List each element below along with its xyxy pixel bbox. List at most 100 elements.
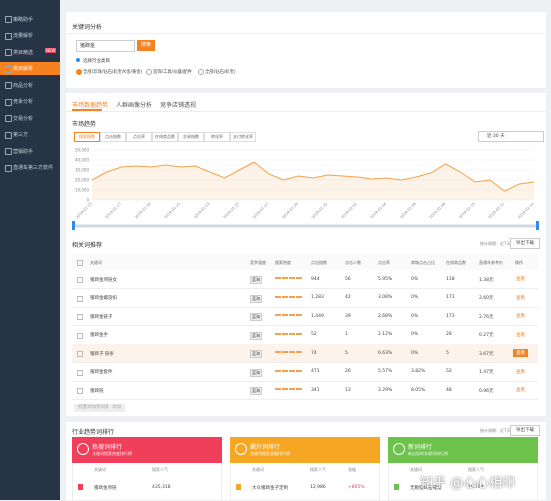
action[interactable]: 查看	[516, 277, 525, 282]
cell: 52	[311, 332, 317, 337]
metric-tab[interactable]: 交易指数	[178, 132, 204, 142]
action[interactable]: 查看	[516, 295, 525, 301]
export-button[interactable]: 导出下载	[510, 238, 540, 249]
cell: 2.12%	[378, 332, 393, 337]
cell: 56	[345, 276, 351, 282]
rank-card-title: 热搜词排行	[92, 444, 123, 451]
menu-item[interactable]: 类目精选	[13, 49, 34, 56]
menu-item[interactable]: 类目解析	[13, 66, 34, 72]
row-divider	[72, 399, 538, 400]
radio-label[interactable]: 全部(珍珠/钻石/彩宝/K金/黄金)	[83, 70, 143, 75]
menu-item[interactable]: 营销助手	[13, 148, 34, 155]
column-header: 点击指数	[311, 260, 327, 265]
level-badge: 蓝海	[250, 387, 262, 395]
bulk-button[interactable]: 添加	[108, 404, 125, 412]
menu-icon	[5, 32, 12, 40]
heat-bar	[296, 369, 302, 372]
rank-card-icon	[393, 443, 405, 455]
metric-tab[interactable]: 点击指数	[100, 132, 126, 142]
menu-icon	[5, 65, 12, 73]
menu-icon	[5, 16, 12, 23]
bulk-button[interactable]: 批量添加到词库	[74, 404, 114, 412]
cell: 28	[446, 332, 452, 337]
tab[interactable]: 市场数据趋势	[72, 102, 109, 109]
heat-bar	[282, 295, 288, 298]
menu-item[interactable]: 交易分析	[13, 115, 34, 122]
action[interactable]: 查看	[516, 332, 525, 338]
checkbox[interactable]	[77, 314, 83, 320]
cell: 猪蹄子 链条	[90, 351, 114, 357]
heat-bar	[296, 351, 302, 353]
level-badge: 蓝海	[250, 294, 262, 303]
cell: 2.68%	[378, 313, 393, 319]
action[interactable]: 查看	[516, 314, 525, 319]
checkbox[interactable]	[77, 351, 83, 357]
checkbox[interactable]	[77, 369, 83, 376]
radio[interactable]	[198, 69, 204, 75]
cell: 猪蹄金链子	[90, 314, 113, 320]
cell: 2.60元	[479, 296, 494, 301]
metric-tab[interactable]: 支付转化率	[230, 132, 256, 142]
menu-item[interactable]: 策略助手	[13, 16, 34, 23]
checkbox[interactable]	[77, 388, 83, 394]
checkbox[interactable]	[77, 332, 83, 339]
metric-tab[interactable]: 在线商品数	[152, 132, 178, 142]
category-label: 选择行业类目	[83, 59, 110, 64]
metric-tab[interactable]: 点击率	[126, 132, 152, 142]
level-badge: 蓝海	[250, 313, 262, 321]
heat-bar	[289, 295, 295, 298]
radio-label[interactable]: 全部(钻石/彩宝)	[205, 70, 236, 75]
section-title: 相关词推荐	[72, 242, 103, 249]
menu-item[interactable]: 第三方	[13, 132, 29, 138]
menu-item[interactable]: 竞争分析	[13, 99, 34, 105]
rank-card-title: 飙升词排行	[250, 444, 281, 451]
rank-cell: 猪蹄金项链	[94, 486, 117, 491]
cell: 6.63%	[378, 350, 393, 356]
cell: 猪蹄链	[90, 388, 104, 394]
checkbox[interactable]	[77, 260, 83, 266]
cell: 48	[446, 387, 452, 393]
cell: 39	[345, 313, 351, 319]
rank-card-icon	[235, 443, 247, 455]
column-header: 在线商品数	[446, 260, 466, 265]
heat-bar	[296, 295, 302, 298]
heat-bar	[282, 388, 288, 390]
menu-item[interactable]: 商品分析	[13, 82, 34, 89]
checkbox[interactable]	[77, 277, 83, 283]
export-button[interactable]: 导出下载	[510, 425, 540, 436]
rank-card-subtitle: 新出现的关键词排行榜	[408, 451, 448, 456]
date-picker[interactable]: 近 30 天	[478, 131, 544, 142]
cell: 猪蹄金项链女	[90, 277, 117, 283]
rank-number	[394, 484, 399, 490]
action[interactable]: 查看	[516, 369, 525, 375]
level-badge: 蓝海	[250, 276, 262, 284]
cell: 3.29%	[378, 387, 393, 393]
cell: 0.27元	[479, 333, 494, 338]
tab-underline	[72, 109, 102, 111]
tab[interactable]: 人群画像分析	[116, 102, 153, 109]
checkbox[interactable]	[77, 295, 83, 302]
cell: 1.47元	[479, 370, 494, 375]
action[interactable]: 查看	[513, 349, 528, 357]
metric-tab[interactable]: 转化率	[204, 132, 230, 142]
cell: 3.82%	[411, 369, 426, 374]
info-icon	[76, 58, 80, 62]
menu-item[interactable]: 直通车第三方软件	[13, 165, 54, 171]
cell: 1,449	[311, 313, 324, 319]
row-divider	[72, 306, 538, 307]
metric-tab[interactable]: 搜索指数	[74, 132, 100, 142]
radio-label[interactable]: 首饰/工具/仪器/配件	[153, 70, 192, 75]
action[interactable]: 查看	[516, 388, 525, 393]
menu-item[interactable]: 流量解析	[13, 33, 34, 39]
tab[interactable]: 竞争店铺透视	[160, 102, 197, 109]
heat-bar	[289, 314, 295, 316]
radio[interactable]	[76, 69, 82, 75]
row-highlight	[72, 344, 538, 362]
search-button[interactable]: 搜索	[137, 40, 155, 51]
search-input[interactable]: 猪蹄金	[76, 40, 135, 52]
row-divider	[72, 362, 538, 363]
cell: 0%	[411, 295, 419, 300]
cell: 1.38元	[479, 277, 494, 283]
radio[interactable]	[146, 69, 152, 75]
cell: 173	[446, 313, 455, 319]
